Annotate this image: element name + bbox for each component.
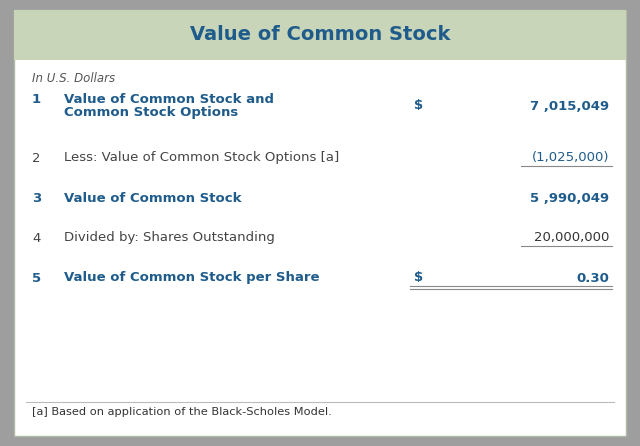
- Text: Value of Common Stock per Share: Value of Common Stock per Share: [64, 272, 319, 285]
- Text: Less: Value of Common Stock Options [a]: Less: Value of Common Stock Options [a]: [64, 152, 339, 165]
- Text: Common Stock Options: Common Stock Options: [64, 106, 238, 119]
- Text: 4: 4: [32, 231, 40, 244]
- Text: [a] Based on application of the Black-Scholes Model.: [a] Based on application of the Black-Sc…: [32, 407, 332, 417]
- FancyBboxPatch shape: [14, 10, 626, 60]
- Text: Value of Common Stock: Value of Common Stock: [190, 25, 450, 45]
- Text: In U.S. Dollars: In U.S. Dollars: [32, 71, 115, 84]
- Text: $: $: [414, 99, 423, 112]
- Text: $: $: [414, 272, 423, 285]
- Text: 5 ,990,049: 5 ,990,049: [530, 191, 609, 205]
- Text: Value of Common Stock and: Value of Common Stock and: [64, 93, 274, 106]
- FancyBboxPatch shape: [14, 10, 626, 436]
- Text: 1: 1: [32, 93, 41, 106]
- Text: 7 ,015,049: 7 ,015,049: [530, 99, 609, 112]
- Text: 20,000,000: 20,000,000: [534, 231, 609, 244]
- Text: 2: 2: [32, 152, 40, 165]
- Text: 0.30: 0.30: [576, 272, 609, 285]
- Text: 5: 5: [32, 272, 41, 285]
- Text: (1,025,000): (1,025,000): [531, 152, 609, 165]
- Text: Divided by: Shares Outstanding: Divided by: Shares Outstanding: [64, 231, 275, 244]
- Text: 3: 3: [32, 191, 41, 205]
- Text: Value of Common Stock: Value of Common Stock: [64, 191, 241, 205]
